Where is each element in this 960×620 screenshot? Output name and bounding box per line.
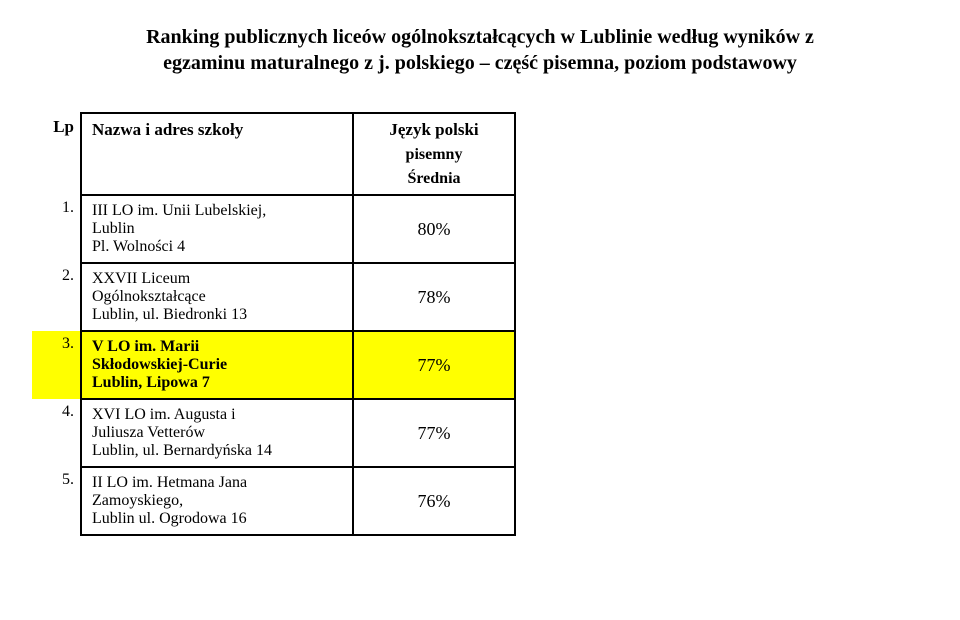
row-number: 4. [32,399,81,467]
table-row: 5.II LO im. Hetmana JanaZamoyskiego,Lubl… [32,467,515,535]
header-name: Nazwa i adres szkoły [81,113,353,195]
row-value: 78% [353,263,515,331]
ranking-table: Lp Nazwa i adres szkoły Język polski pis… [32,112,516,536]
table-row: 1.III LO im. Unii Lubelskiej,LublinPl. W… [32,195,515,263]
header-val-sub2: Średnia [364,170,504,188]
row-school-name: XVI LO im. Augusta iJuliusza VetterówLub… [81,399,353,467]
header-val-main: Język polski [389,120,478,139]
title-line-1: Ranking publicznych liceów ogólnokształc… [146,26,814,48]
title-line-2: egzaminu maturalnego z j. polskiego – cz… [163,52,797,74]
row-number: 3. [32,331,81,399]
row-number: 2. [32,263,81,331]
table-header-row: Lp Nazwa i adres szkoły Język polski pis… [32,113,515,195]
header-value: Język polski pisemny Średnia [353,113,515,195]
page-title: Ranking publicznych liceów ogólnokształc… [32,24,928,76]
row-value: 80% [353,195,515,263]
row-number: 5. [32,467,81,535]
table-row: 4.XVI LO im. Augusta iJuliusza VetterówL… [32,399,515,467]
header-lp: Lp [32,113,81,195]
row-number: 1. [32,195,81,263]
row-value: 76% [353,467,515,535]
table-row: 3.V LO im. MariiSkłodowskiej-CurieLublin… [32,331,515,399]
header-val-sub1: pisemny [364,146,504,164]
row-school-name: XXVII LiceumOgólnokształcąceLublin, ul. … [81,263,353,331]
row-school-name: III LO im. Unii Lubelskiej,LublinPl. Wol… [81,195,353,263]
table-row: 2.XXVII LiceumOgólnokształcąceLublin, ul… [32,263,515,331]
row-value: 77% [353,331,515,399]
row-school-name: II LO im. Hetmana JanaZamoyskiego,Lublin… [81,467,353,535]
row-school-name: V LO im. MariiSkłodowskiej-CurieLublin, … [81,331,353,399]
row-value: 77% [353,399,515,467]
